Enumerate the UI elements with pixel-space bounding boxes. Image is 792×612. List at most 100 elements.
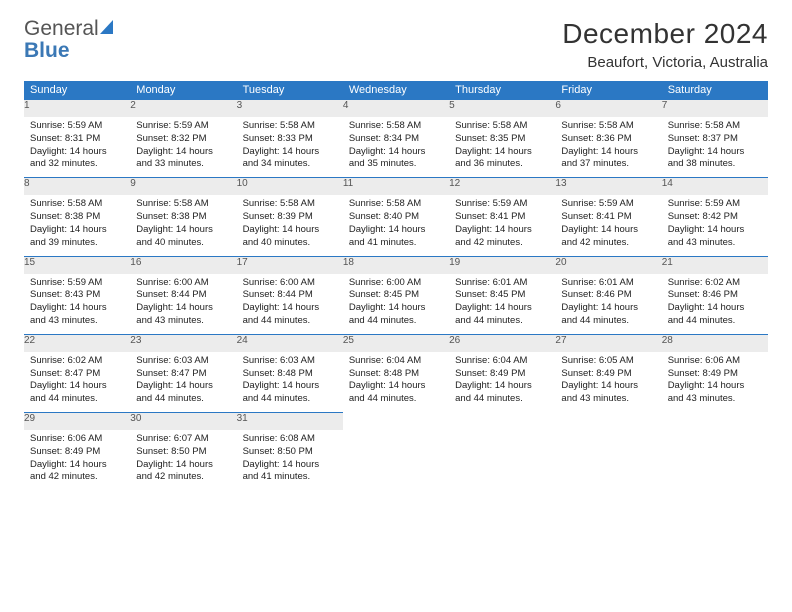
location: Beaufort, Victoria, Australia (562, 54, 768, 71)
day-number-cell (662, 413, 768, 431)
sunrise-text: Sunrise: 5:58 AM (243, 198, 337, 211)
day-number-cell: 28 (662, 334, 768, 352)
daylight-text-2: and 42 minutes. (561, 237, 655, 250)
sunrise-text: Sunrise: 5:58 AM (668, 120, 762, 133)
day-cell-body: Sunrise: 6:03 AMSunset: 8:47 PMDaylight:… (130, 352, 236, 406)
day-cell: Sunrise: 6:01 AMSunset: 8:46 PMDaylight:… (555, 274, 661, 335)
sunset-text: Sunset: 8:41 PM (561, 211, 655, 224)
sunrise-text: Sunrise: 6:03 AM (243, 355, 337, 368)
day-cell: Sunrise: 6:06 AMSunset: 8:49 PMDaylight:… (662, 352, 768, 413)
day-number-cell: 25 (343, 334, 449, 352)
sunrise-text: Sunrise: 5:58 AM (243, 120, 337, 133)
daylight-text-1: Daylight: 14 hours (455, 146, 549, 159)
sunrise-text: Sunrise: 5:59 AM (136, 120, 230, 133)
day-cell: Sunrise: 6:08 AMSunset: 8:50 PMDaylight:… (237, 430, 343, 490)
weekday-header-row: Sunday Monday Tuesday Wednesday Thursday… (24, 81, 768, 100)
day-number-cell: 9 (130, 178, 236, 196)
day-number-cell: 20 (555, 256, 661, 274)
daylight-text-1: Daylight: 14 hours (349, 146, 443, 159)
sunrise-text: Sunrise: 5:59 AM (30, 120, 124, 133)
daylight-text-1: Daylight: 14 hours (30, 302, 124, 315)
day-number-cell: 22 (24, 334, 130, 352)
day-number-cell (555, 413, 661, 431)
daylight-text-2: and 44 minutes. (243, 393, 337, 406)
day-cell-body: Sunrise: 5:58 AMSunset: 8:38 PMDaylight:… (24, 195, 130, 249)
day-cell: Sunrise: 5:58 AMSunset: 8:39 PMDaylight:… (237, 195, 343, 256)
day-number-cell: 18 (343, 256, 449, 274)
day-cell-body: Sunrise: 5:58 AMSunset: 8:33 PMDaylight:… (237, 117, 343, 171)
sunset-text: Sunset: 8:39 PM (243, 211, 337, 224)
sunset-text: Sunset: 8:38 PM (136, 211, 230, 224)
day-number-cell: 6 (555, 100, 661, 118)
day-number-cell: 14 (662, 178, 768, 196)
day-number-row: 891011121314 (24, 178, 768, 196)
daylight-text-1: Daylight: 14 hours (455, 302, 549, 315)
day-cell (662, 430, 768, 490)
day-cell: Sunrise: 6:04 AMSunset: 8:49 PMDaylight:… (449, 352, 555, 413)
daylight-text-2: and 41 minutes. (243, 471, 337, 484)
daylight-text-2: and 43 minutes. (30, 315, 124, 328)
daylight-text-1: Daylight: 14 hours (455, 380, 549, 393)
sunset-text: Sunset: 8:38 PM (30, 211, 124, 224)
daylight-text-1: Daylight: 14 hours (561, 146, 655, 159)
daylight-text-2: and 38 minutes. (668, 158, 762, 171)
daylight-text-2: and 35 minutes. (349, 158, 443, 171)
day-number-cell: 21 (662, 256, 768, 274)
day-cell-body: Sunrise: 6:01 AMSunset: 8:46 PMDaylight:… (555, 274, 661, 328)
sunrise-text: Sunrise: 5:58 AM (349, 198, 443, 211)
day-number-cell: 10 (237, 178, 343, 196)
day-cell-body: Sunrise: 5:59 AMSunset: 8:31 PMDaylight:… (24, 117, 130, 171)
daylight-text-1: Daylight: 14 hours (668, 224, 762, 237)
day-cell: Sunrise: 5:58 AMSunset: 8:37 PMDaylight:… (662, 117, 768, 178)
sunset-text: Sunset: 8:50 PM (243, 446, 337, 459)
day-cell-body: Sunrise: 6:02 AMSunset: 8:47 PMDaylight:… (24, 352, 130, 406)
day-cell: Sunrise: 5:59 AMSunset: 8:41 PMDaylight:… (555, 195, 661, 256)
day-number-cell: 12 (449, 178, 555, 196)
daylight-text-2: and 42 minutes. (30, 471, 124, 484)
day-content-row: Sunrise: 6:06 AMSunset: 8:49 PMDaylight:… (24, 430, 768, 490)
day-cell: Sunrise: 5:58 AMSunset: 8:34 PMDaylight:… (343, 117, 449, 178)
daylight-text-1: Daylight: 14 hours (349, 380, 443, 393)
day-number-cell: 31 (237, 413, 343, 431)
day-cell-body: Sunrise: 5:58 AMSunset: 8:35 PMDaylight:… (449, 117, 555, 171)
sunrise-text: Sunrise: 6:06 AM (668, 355, 762, 368)
day-number-cell: 7 (662, 100, 768, 118)
day-number-cell: 24 (237, 334, 343, 352)
daylight-text-1: Daylight: 14 hours (30, 224, 124, 237)
sunrise-text: Sunrise: 5:59 AM (30, 277, 124, 290)
day-cell-body: Sunrise: 6:04 AMSunset: 8:49 PMDaylight:… (449, 352, 555, 406)
sunrise-text: Sunrise: 5:59 AM (668, 198, 762, 211)
weekday-header: Friday (555, 81, 661, 100)
day-content-row: Sunrise: 6:02 AMSunset: 8:47 PMDaylight:… (24, 352, 768, 413)
day-cell-body: Sunrise: 6:00 AMSunset: 8:44 PMDaylight:… (237, 274, 343, 328)
sunset-text: Sunset: 8:47 PM (30, 368, 124, 381)
daylight-text-2: and 41 minutes. (349, 237, 443, 250)
daylight-text-2: and 44 minutes. (243, 315, 337, 328)
sunset-text: Sunset: 8:46 PM (561, 289, 655, 302)
sunrise-text: Sunrise: 6:05 AM (561, 355, 655, 368)
day-cell-body: Sunrise: 5:59 AMSunset: 8:41 PMDaylight:… (555, 195, 661, 249)
day-number-cell: 27 (555, 334, 661, 352)
day-number-cell: 1 (24, 100, 130, 118)
brand-text: General Blue (24, 18, 119, 62)
sunrise-text: Sunrise: 6:00 AM (349, 277, 443, 290)
day-cell: Sunrise: 5:58 AMSunset: 8:38 PMDaylight:… (24, 195, 130, 256)
sunrise-text: Sunrise: 5:58 AM (349, 120, 443, 133)
sunset-text: Sunset: 8:45 PM (455, 289, 549, 302)
day-number-cell: 13 (555, 178, 661, 196)
sunset-text: Sunset: 8:32 PM (136, 133, 230, 146)
daylight-text-1: Daylight: 14 hours (136, 224, 230, 237)
daylight-text-2: and 33 minutes. (136, 158, 230, 171)
brand-logo: General Blue (24, 18, 119, 62)
day-number-cell: 17 (237, 256, 343, 274)
day-cell: Sunrise: 6:03 AMSunset: 8:47 PMDaylight:… (130, 352, 236, 413)
day-cell: Sunrise: 5:58 AMSunset: 8:33 PMDaylight:… (237, 117, 343, 178)
day-cell-body: Sunrise: 6:00 AMSunset: 8:44 PMDaylight:… (130, 274, 236, 328)
sunrise-text: Sunrise: 6:07 AM (136, 433, 230, 446)
weekday-header: Saturday (662, 81, 768, 100)
daylight-text-1: Daylight: 14 hours (136, 380, 230, 393)
day-number-cell: 4 (343, 100, 449, 118)
day-cell: Sunrise: 6:01 AMSunset: 8:45 PMDaylight:… (449, 274, 555, 335)
sunset-text: Sunset: 8:33 PM (243, 133, 337, 146)
day-content-row: Sunrise: 5:59 AMSunset: 8:43 PMDaylight:… (24, 274, 768, 335)
